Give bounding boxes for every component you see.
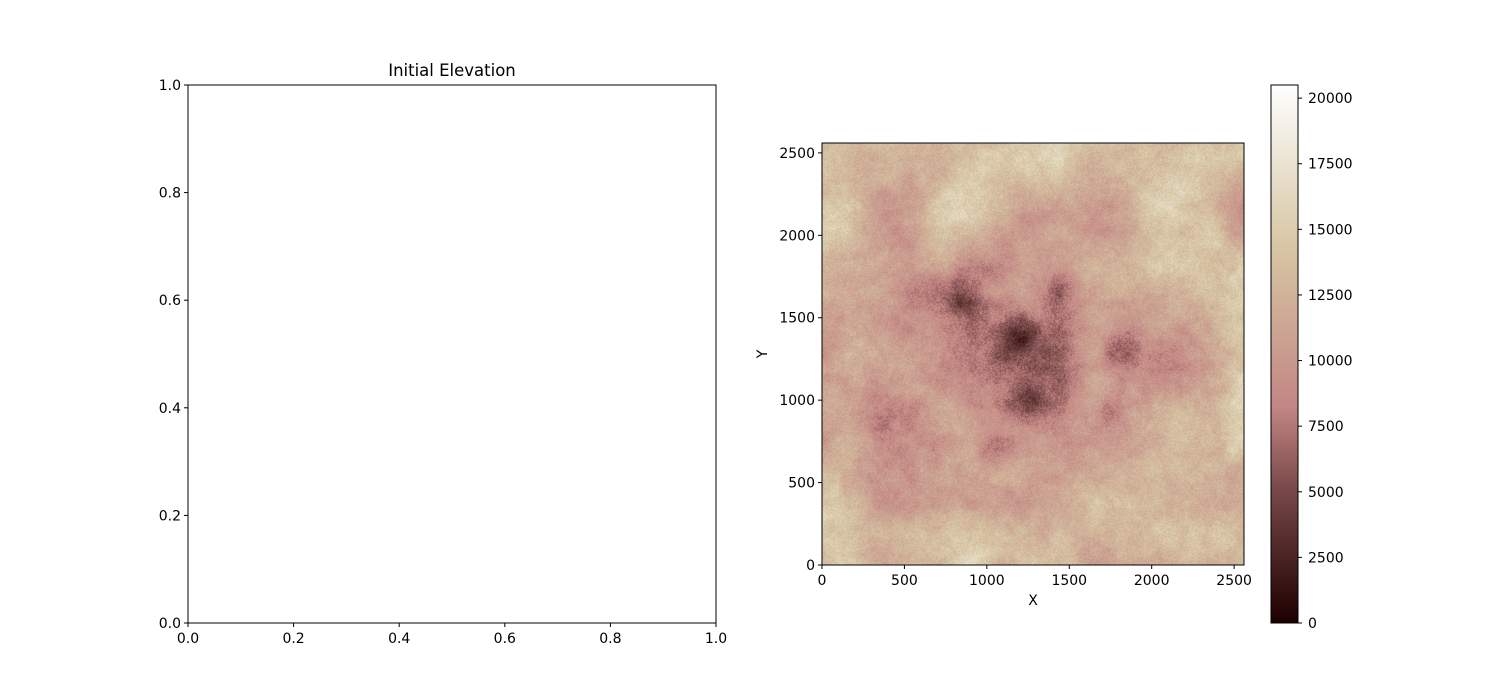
heatmap-image (822, 143, 1244, 565)
left-y-tick-label: 0.6 (159, 293, 181, 309)
left-y-tick-label: 0.8 (159, 186, 181, 202)
colorbar-tick-label: 15000 (1308, 222, 1353, 238)
left-y-axis: 0.0 0.2 0.4 0.6 0.8 1.0 (159, 78, 188, 632)
right-y-tick-label: 1500 (779, 311, 815, 327)
colorbar-tick-label: 17500 (1308, 157, 1353, 173)
right-y-axis: 0 500 1000 1500 2000 2500 (779, 146, 822, 574)
colorbar-tick-label: 20000 (1308, 91, 1353, 107)
right-y-tick-label: 2000 (779, 228, 815, 244)
left-axes: Initial Elevation 0.0 0.2 0.4 0.6 0.8 1.0 0.0… (159, 61, 727, 647)
left-x-tick-label: 0.8 (599, 631, 621, 647)
right-x-tick-label: 0 (818, 573, 827, 589)
left-y-tick-label: 0.0 (159, 616, 181, 632)
y-axis-label: Y (755, 349, 771, 359)
colorbar-frame (1270, 84, 1299, 624)
colorbar-tick-label: 5000 (1308, 485, 1344, 501)
left-plot-area (187, 84, 717, 624)
right-x-tick-label: 1000 (969, 573, 1005, 589)
left-x-tick-label: 0.6 (494, 631, 516, 647)
colorbar-gradient (1271, 85, 1298, 623)
x-axis-label: X (1028, 593, 1038, 609)
right-x-tick-label: 2500 (1216, 573, 1252, 589)
left-y-tick-label: 1.0 (159, 78, 181, 94)
right-y-tick-label: 0 (806, 558, 815, 574)
colorbar-tick-label: 2500 (1308, 550, 1344, 566)
left-y-tick-label: 0.2 (159, 508, 181, 524)
right-x-tick-label: 2000 (1134, 573, 1170, 589)
right-y-tick-label: 500 (788, 476, 815, 492)
left-y-tick-label: 0.4 (159, 401, 181, 417)
right-x-tick-label: 500 (891, 573, 918, 589)
left-x-tick-label: 1.0 (705, 631, 727, 647)
left-x-tick-label: 0.2 (282, 631, 304, 647)
right-x-axis: 0 500 1000 1500 2000 2500 (818, 565, 1252, 589)
colorbar-tick-label: 10000 (1308, 354, 1353, 370)
right-y-tick-label: 2500 (779, 146, 815, 162)
left-x-axis: 0.0 0.2 0.4 0.6 0.8 1.0 (177, 623, 727, 647)
colorbar-tick-label: 0 (1308, 616, 1317, 632)
right-axes: 0 500 1000 1500 2000 2500 0 500 1000 1500 2000 250… (755, 142, 1252, 609)
right-x-tick-label: 1500 (1051, 573, 1087, 589)
colorbar: 0 2500 5000 7500 10000 12500 15000 17500 20000 (1270, 84, 1353, 632)
chart-title: Initial Elevation (388, 61, 516, 80)
colorbar-axis: 0 2500 5000 7500 10000 12500 15000 17500 20000 (1298, 91, 1353, 632)
right-plot-area (821, 142, 1245, 566)
right-y-tick-label: 1000 (779, 393, 815, 409)
left-x-tick-label: 0.4 (388, 631, 410, 647)
left-x-tick-label: 0.0 (177, 631, 199, 647)
colorbar-tick-label: 12500 (1308, 288, 1353, 304)
colorbar-tick-label: 7500 (1308, 419, 1344, 435)
